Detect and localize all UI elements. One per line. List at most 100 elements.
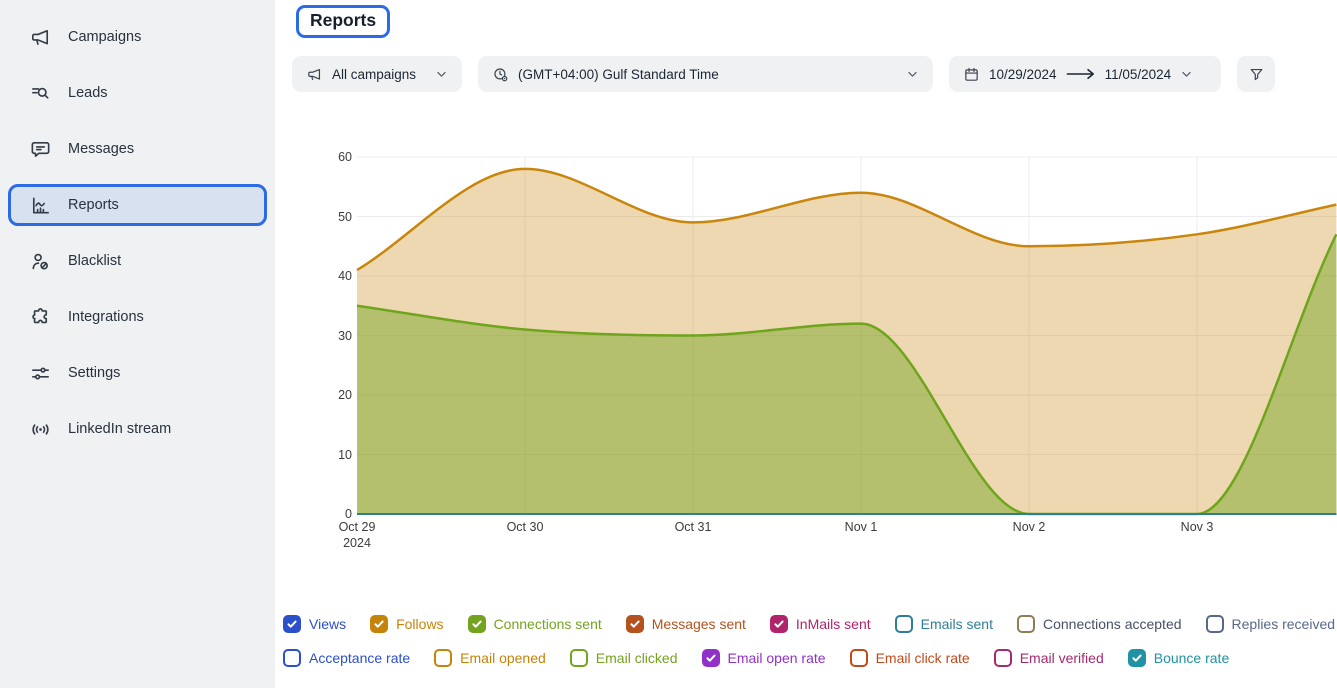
page-title: Reports [296,5,391,38]
legend-item-emails-sent[interactable]: Emails sent [894,615,993,633]
chevron-down-icon [906,68,919,81]
connections-sent-checkbox[interactable] [467,615,486,633]
page-title-label: Reports [310,10,377,30]
chart-icon [29,194,52,217]
email-opened-checkbox[interactable] [434,649,453,667]
legend-item-label: Email open rate [727,650,826,666]
legend-item-views[interactable]: Views [283,615,346,633]
date-range-end: 11/05/2024 [1104,66,1172,82]
puzzle-icon [29,306,52,329]
timezone-label: (GMT+04:00) Gulf Standard Time [518,66,719,82]
y-axis-label: 0 [345,507,352,521]
legend-item-label: Email clicked [595,650,678,666]
sidebar-item-label: Leads [68,85,108,101]
legend-item-email-click-rate[interactable]: Email click rate [849,649,970,667]
chart-legend: Views Follows Connections sent Messages sen… [283,615,1335,667]
legend-item-connections-sent[interactable]: Connections sent [467,615,602,633]
legend-item-email-verified[interactable]: Email verified [993,649,1104,667]
y-axis-label: 20 [338,388,352,402]
legend-item-connections-accepted[interactable]: Connections accepted [1016,615,1182,633]
x-axis-label: Nov 1 [844,520,878,534]
connections-accepted-checkbox[interactable] [1016,615,1035,633]
broadcast-icon [29,418,52,441]
legend-item-inmails-sent[interactable]: InMails sent [769,615,871,633]
y-axis-label: 40 [338,269,352,283]
x-axis-label: Oct 29 2024 [338,520,376,550]
legend-item-label: Connections accepted [1042,616,1182,632]
legend-item-messages-sent[interactable]: Messages sent [625,615,746,633]
series-area-connections-sent [357,234,1337,515]
inmails-sent-checkbox[interactable] [769,615,788,633]
chevron-down-icon [1180,68,1193,81]
follows-checkbox[interactable] [370,615,389,633]
sidebar-item-reports[interactable]: Reports [8,184,267,226]
series-area-follows [357,168,1337,515]
legend-item-label: Replies received [1231,616,1336,632]
sidebar-item-blacklist[interactable]: Blacklist [8,240,267,282]
legend-item-email-clicked[interactable]: Email clicked [569,649,678,667]
email-verified-checkbox[interactable] [993,649,1012,667]
legend-item-replies-received[interactable]: Replies received [1205,615,1336,633]
series-line-connections-sent [356,233,1337,516]
campaigns-filter-label: All campaigns [332,66,417,82]
clock-settings-icon [492,66,509,83]
sidebar-item-settings[interactable]: Settings [8,352,267,394]
x-axis-label: Oct 31 [674,520,712,534]
x-axis-label: Nov 2 [1012,520,1046,534]
legend-item-label: InMails sent [795,616,871,632]
x-axis-label: Nov 3 [1180,520,1214,534]
timezone-dropdown[interactable]: (GMT+04:00) Gulf Standard Time [478,56,933,92]
legend-row: Acceptance rate Email opened Email clicked… [283,649,1335,667]
sidebar-item-label: Settings [68,365,121,381]
y-axis-label: 50 [338,209,352,224]
email-click-rate-checkbox[interactable] [849,649,868,667]
replies-received-checkbox[interactable] [1205,615,1224,633]
legend-item-acceptance-rate[interactable]: Acceptance rate [283,649,410,667]
sidebar-item-label: Blacklist [68,253,122,269]
legend-item-label: Connections sent [493,616,602,632]
acceptance-rate-checkbox[interactable] [283,649,301,667]
views-checkbox[interactable] [283,615,301,633]
email-open-rate-checkbox[interactable] [701,649,720,667]
sidebar-item-campaigns[interactable]: Campaigns [8,16,267,58]
chevron-down-icon [435,68,448,81]
legend-item-email-opened[interactable]: Email opened [434,649,546,667]
sidebar-item-integrations[interactable]: Integrations [8,296,267,338]
legend-item-label: Views [309,616,347,632]
megaphone-icon [29,26,52,49]
legend-item-label: Email click rate [875,650,970,666]
megaphone-icon [306,66,323,83]
series-line-follows [356,167,1337,272]
sidebar-item-messages[interactable]: Messages [8,128,267,170]
legend-item-follows[interactable]: Follows [370,615,444,633]
legend-item-label: Email opened [460,650,546,666]
leads-search-icon [29,82,52,105]
legend-item-label: Email verified [1019,650,1104,666]
sidebar-item-label: Messages [68,141,135,157]
messages-sent-checkbox[interactable] [625,615,644,633]
y-axis-label: 10 [338,447,352,462]
emails-sent-checkbox[interactable] [894,615,913,633]
message-bubble-icon [29,138,52,161]
campaigns-filter-dropdown[interactable]: All campaigns [292,56,462,92]
email-clicked-checkbox[interactable] [569,649,588,667]
y-axis-label: 60 [338,150,352,164]
legend-item-bounce-rate[interactable]: Bounce rate [1127,649,1229,667]
blocked-user-icon [29,250,52,273]
x-axis-label: Oct 30 [506,520,544,534]
legend-item-email-open-rate[interactable]: Email open rate [701,649,826,667]
report-chart: 0 10 20 30 40 50 60 Oct 29 2024 Oct 30 Oct 31 Nov … [275,0,1337,560]
date-range-picker[interactable]: 10/29/2024 11/05/2024 [949,56,1221,92]
bounce-rate-checkbox[interactable] [1127,649,1146,667]
sidebar-item-label: LinkedIn stream [68,421,172,437]
funnel-icon [1248,66,1265,83]
sidebar: Campaigns Leads Messages Reports Blacklist In… [0,0,275,688]
filter-button[interactable] [1237,56,1275,92]
sidebar-item-label: Integrations [68,309,144,325]
sidebar-item-linkedin-stream[interactable]: LinkedIn stream [8,408,267,450]
chart-plot-area [356,156,1337,516]
sidebar-item-leads[interactable]: Leads [8,72,267,114]
legend-item-label: Emails sent [920,616,993,632]
sidebar-item-label: Campaigns [68,29,142,45]
sidebar-item-label: Reports [68,197,119,213]
